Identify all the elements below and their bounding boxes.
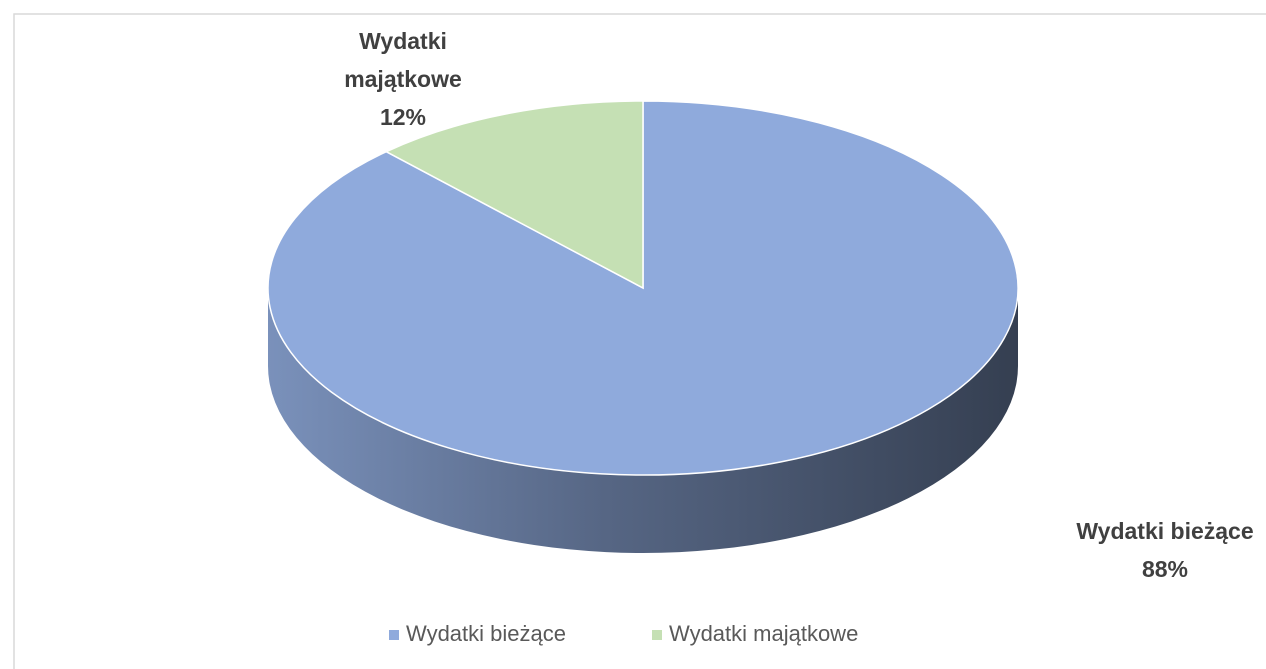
chart-border (13, 13, 1266, 669)
data-label: Wydatki bieżące 88% (1030, 512, 1266, 588)
legend-swatch (652, 630, 662, 640)
slice-side (268, 288, 1018, 553)
data-label-category: Wydatki majątkowe (344, 28, 462, 92)
legend-swatch (389, 630, 399, 640)
legend-label: Wydatki bieżące (406, 621, 566, 646)
legend-label: Wydatki majątkowe (669, 621, 858, 646)
data-label: Wydatki majątkowe 12% (318, 22, 488, 136)
data-label-value: 88% (1141, 556, 1189, 582)
data-label-value: 12% (379, 104, 427, 130)
slice (384, 100, 644, 290)
data-label-category: Wydatki bieżące (1076, 518, 1254, 544)
